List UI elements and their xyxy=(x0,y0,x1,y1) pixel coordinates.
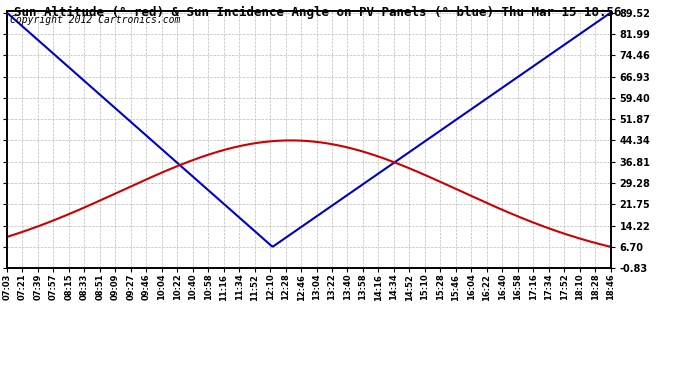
Text: Copyright 2012 Cartronics.com: Copyright 2012 Cartronics.com xyxy=(10,15,180,25)
Text: Sun Altitude (° red) & Sun Incidence Angle on PV Panels (° blue) Thu Mar 15 18:5: Sun Altitude (° red) & Sun Incidence Ang… xyxy=(14,6,621,19)
